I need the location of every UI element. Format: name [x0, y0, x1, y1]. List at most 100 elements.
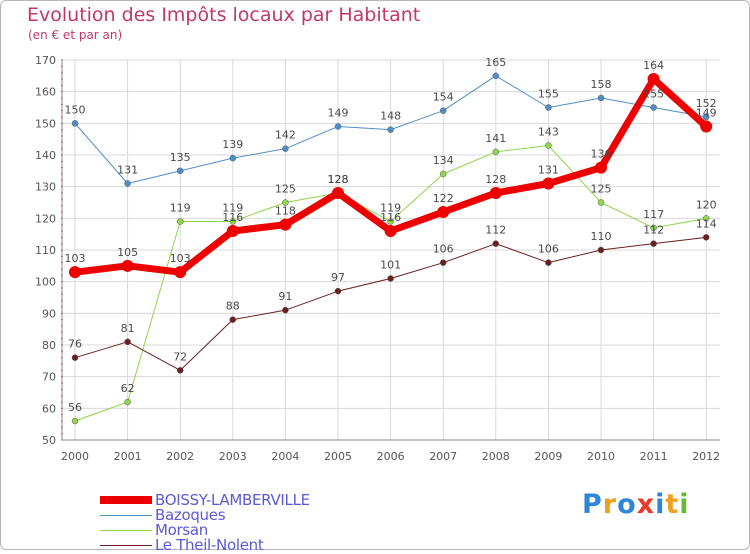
data-point-le-theil-nolent — [282, 306, 289, 314]
x-tick-label: 2005 — [324, 450, 352, 463]
data-label-le-theil-nolent: 110 — [591, 230, 612, 243]
data-point-morsan — [387, 218, 394, 225]
data-label-boissy-lamberville: 103 — [65, 252, 86, 265]
data-label-bazoques: 148 — [380, 110, 401, 123]
data-label-le-theil-nolent: 112 — [485, 224, 506, 237]
data-point-boissy-lamberville — [69, 266, 81, 279]
data-point-boissy-lamberville — [384, 225, 397, 237]
data-label-bazoques: 139 — [222, 138, 243, 151]
x-tick-label: 2011 — [640, 450, 668, 463]
data-point-boissy-lamberville — [437, 206, 450, 218]
data-label-boissy-lamberville: 118 — [275, 205, 296, 218]
data-point-bazoques — [492, 72, 500, 80]
y-tick-label: 70 — [42, 371, 56, 384]
chart-subtitle: (en € et par an) — [28, 28, 123, 42]
data-point-le-theil-nolent — [702, 234, 710, 241]
data-point-boissy-lamberville — [595, 161, 607, 174]
x-tick-label: 2012 — [692, 450, 720, 463]
data-label-bazoques: 165 — [485, 56, 506, 69]
data-label-le-theil-nolent: 114 — [696, 217, 717, 230]
data-point-le-theil-nolent — [439, 259, 447, 266]
data-point-boissy-lamberville — [489, 187, 502, 199]
data-label-morsan: 56 — [68, 401, 82, 414]
logo-letter: r — [602, 489, 618, 520]
data-point-boissy-lamberville — [226, 225, 239, 237]
data-point-le-theil-nolent — [176, 367, 184, 374]
x-tick-label: 2003 — [219, 450, 247, 463]
data-label-le-theil-nolent: 76 — [68, 338, 82, 351]
data-point-bazoques — [387, 126, 394, 133]
data-label-bazoques: 155 — [643, 88, 664, 101]
data-point-le-theil-nolent — [650, 240, 657, 247]
data-label-boissy-lamberville: 116 — [222, 211, 243, 224]
data-label-morsan: 117 — [643, 208, 664, 221]
data-point-morsan — [71, 417, 79, 425]
data-point-boissy-lamberville — [647, 73, 660, 85]
legend-swatch — [100, 496, 152, 504]
data-label-boissy-lamberville: 131 — [538, 164, 559, 177]
y-tick-label: 80 — [42, 339, 56, 352]
data-label-morsan: 119 — [170, 202, 191, 215]
y-tick-label: 140 — [35, 149, 56, 162]
y-tick-label: 60 — [42, 402, 56, 415]
logo-letter: P — [582, 489, 603, 520]
data-point-bazoques — [229, 154, 237, 162]
data-label-bazoques: 131 — [117, 164, 138, 177]
data-label-morsan: 125 — [591, 183, 612, 196]
y-tick-label: 110 — [35, 244, 56, 257]
data-point-le-theil-nolent — [334, 287, 342, 295]
y-tick-label: 120 — [35, 212, 56, 225]
data-label-boissy-lamberville: 136 — [591, 148, 612, 161]
legend-label: BOISSY-LAMBERVILLE — [155, 491, 310, 509]
data-point-boissy-lamberville — [700, 120, 713, 133]
logo-letter: i — [679, 489, 690, 520]
data-label-le-theil-nolent: 97 — [331, 271, 345, 284]
y-tick-label: 50 — [42, 434, 56, 447]
legend-label: Morsan — [155, 521, 208, 539]
data-label-boissy-lamberville: 103 — [170, 252, 191, 265]
y-tick-label: 150 — [35, 117, 56, 130]
data-point-bazoques — [71, 120, 79, 127]
data-label-boissy-lamberville: 164 — [643, 59, 664, 72]
data-point-morsan — [597, 199, 605, 206]
data-point-boissy-lamberville — [174, 266, 187, 279]
data-point-le-theil-nolent — [124, 338, 131, 346]
data-label-morsan: 141 — [485, 132, 506, 145]
data-point-morsan — [702, 215, 710, 222]
x-tick-label: 2006 — [377, 450, 405, 463]
data-label-le-theil-nolent: 91 — [278, 290, 292, 303]
data-point-bazoques — [439, 107, 447, 114]
data-label-bazoques: 155 — [538, 88, 559, 101]
x-tick-label: 2009 — [534, 450, 562, 463]
data-label-boissy-lamberville: 122 — [433, 192, 454, 205]
data-label-boissy-lamberville: 116 — [380, 211, 401, 224]
data-label-boissy-lamberville: 128 — [485, 173, 506, 186]
data-point-bazoques — [334, 123, 342, 130]
data-label-morsan: 125 — [275, 183, 296, 196]
data-label-bazoques: 150 — [65, 103, 86, 116]
x-tick-label: 2008 — [482, 450, 510, 463]
data-label-bazoques: 152 — [696, 97, 717, 110]
y-tick-label: 170 — [35, 54, 56, 67]
data-point-bazoques — [597, 94, 605, 102]
chart-title: Evolution des Impôts locaux par Habitant — [27, 4, 421, 26]
data-point-boissy-lamberville — [279, 218, 292, 231]
data-label-morsan: 119 — [380, 202, 401, 215]
data-point-morsan — [545, 142, 552, 149]
data-point-le-theil-nolent — [71, 354, 79, 361]
data-point-morsan — [229, 218, 237, 225]
legend-swatch — [100, 530, 152, 531]
logo-letter: x — [636, 489, 656, 520]
data-label-morsan: 120 — [696, 198, 717, 211]
data-point-le-theil-nolent — [387, 275, 394, 282]
data-point-le-theil-nolent — [597, 246, 605, 254]
x-tick-label: 2010 — [587, 450, 615, 463]
data-point-le-theil-nolent — [229, 316, 237, 323]
y-tick-label: 90 — [42, 307, 56, 320]
data-label-bazoques: 158 — [591, 78, 612, 91]
data-label-morsan: 62 — [121, 382, 135, 395]
x-tick-label: 2000 — [61, 450, 89, 463]
data-point-bazoques — [545, 104, 552, 111]
x-tick-label: 2004 — [271, 450, 299, 463]
